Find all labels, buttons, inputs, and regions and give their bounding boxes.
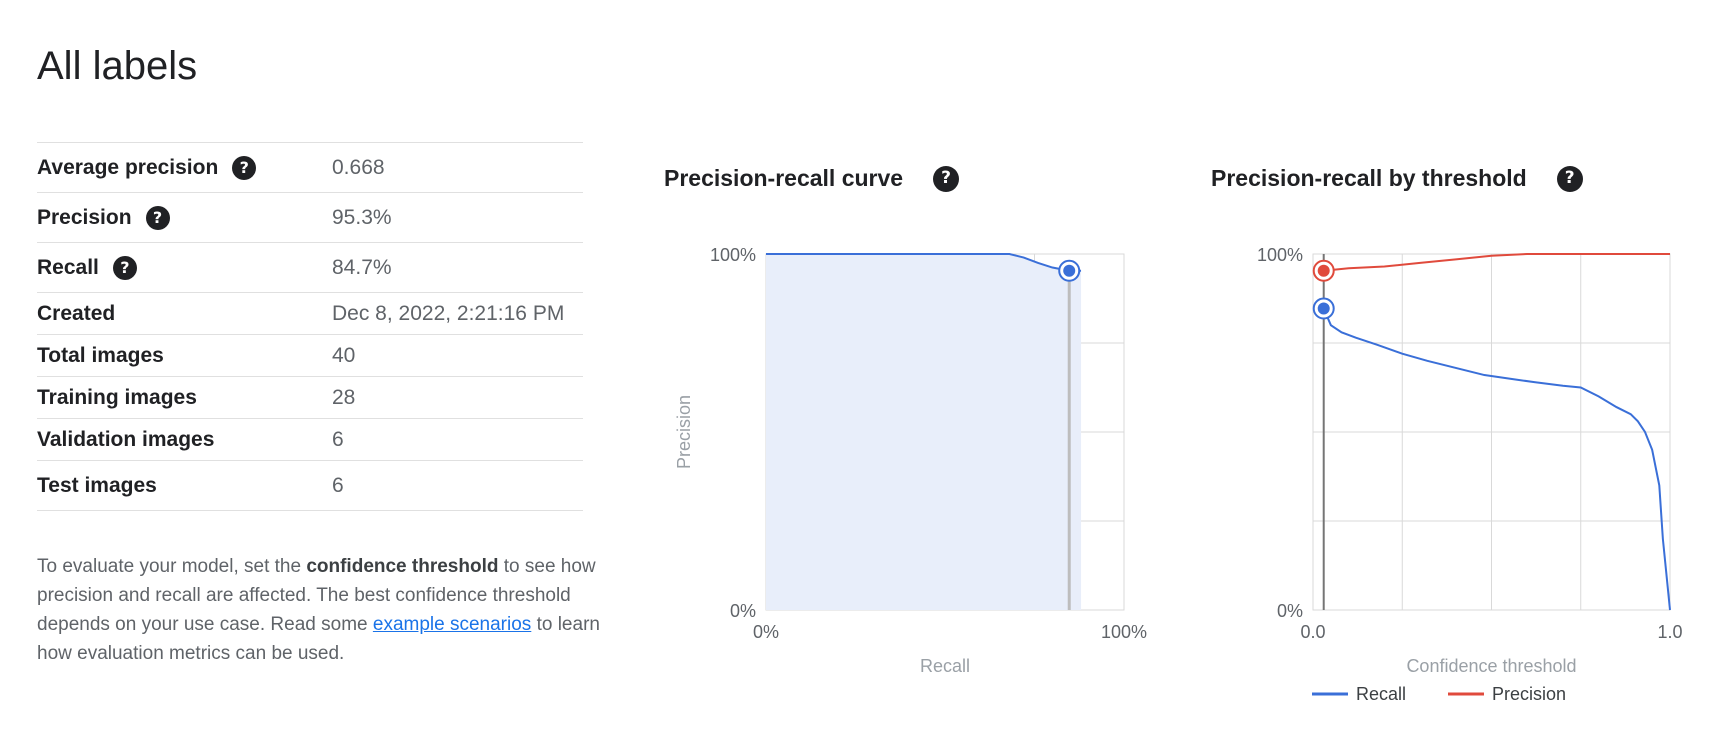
pr-curve-y-tick-label: 0% — [730, 601, 756, 621]
pr-curve-title: Precision-recall curve ? — [664, 165, 960, 192]
metric-label: Recall — [37, 255, 99, 279]
metric-row-created: Created Dec 8, 2022, 2:21:16 PM — [37, 293, 583, 335]
metric-row-recall: Recall ? 84.7% — [37, 243, 583, 293]
pr-curve-area — [766, 254, 1082, 610]
chart-title-text: Precision-recall by threshold — [1211, 165, 1527, 191]
question-circle-icon[interactable]: ? — [1556, 165, 1583, 192]
question-circle-icon[interactable]: ? — [112, 255, 137, 280]
note-bold-term: confidence threshold — [306, 556, 499, 577]
pr-curve-y-axis-label: Precision — [674, 395, 694, 469]
pr-threshold-x-tick-label: 0.0 — [1300, 622, 1325, 642]
example-scenarios-link[interactable]: example scenarios — [372, 614, 532, 635]
metric-value: 40 — [332, 343, 356, 367]
pr-curve-line — [766, 253, 1082, 272]
pr-curve-x-tick-label: 0% — [753, 622, 779, 642]
metric-row-training-images: Training images 28 — [37, 377, 583, 419]
pr-threshold-plot-frame — [1312, 253, 1671, 611]
pr-threshold-x-axis-label: Confidence threshold — [1406, 656, 1576, 676]
metric-value: 0.668 — [332, 155, 385, 179]
pr-threshold-recall-line — [1322, 308, 1671, 611]
question-circle-icon[interactable]: ? — [145, 205, 170, 230]
metric-row-validation-images: Validation images 6 — [37, 419, 583, 461]
legend-label-recall: Recall — [1356, 684, 1406, 704]
metric-label: Validation images — [37, 427, 215, 451]
metric-value: 6 — [332, 473, 344, 497]
metric-value: Dec 8, 2022, 2:21:16 PM — [332, 301, 565, 325]
pr-threshold-y-tick-label: 100% — [1257, 245, 1303, 265]
metric-label: Total images — [37, 343, 164, 367]
metric-value: 6 — [332, 427, 344, 451]
page-title: All labels — [37, 44, 198, 88]
pr-threshold-x-tick-label: 1.0 — [1657, 622, 1682, 642]
pr-curve-y-tick-label: 100% — [710, 245, 756, 265]
pr-threshold-title: Precision-recall by threshold ? — [1211, 165, 1583, 192]
pr-threshold-y-tick-label: 0% — [1277, 601, 1303, 621]
metric-value: 95.3% — [332, 205, 392, 229]
metric-row-precision: Precision ? 95.3% — [37, 193, 583, 243]
metric-row-average-precision: Average precision ? 0.668 — [37, 143, 583, 193]
pr-curve-x-axis-label: Recall — [920, 656, 970, 676]
chart-title-text: Precision-recall curve — [664, 165, 904, 191]
metric-label: Training images — [37, 385, 197, 409]
metric-row-total-images: Total images 40 — [37, 335, 583, 377]
metric-label: Created — [37, 301, 116, 325]
metric-row-test-images: Test images 6 — [37, 461, 583, 511]
pr-threshold-precision-point-marker — [1317, 264, 1330, 277]
pr-curve-x-tick-label: 100% — [1101, 622, 1147, 642]
metric-value: 84.7% — [332, 255, 392, 279]
question-circle-icon[interactable]: ? — [232, 155, 257, 180]
metrics-table: Average precision ? 0.668 Precision ? 95… — [37, 142, 583, 511]
metric-value: 28 — [332, 385, 356, 409]
legend-label-precision: Precision — [1492, 684, 1566, 704]
metric-label: Average precision — [37, 155, 219, 179]
metric-label: Precision — [37, 205, 132, 229]
pr-threshold-precision-line — [1323, 253, 1670, 272]
question-circle-icon[interactable]: ? — [933, 165, 960, 192]
evaluation-note: To evaluate your model, set the confiden… — [37, 556, 600, 664]
pr-curve-point-marker — [1063, 264, 1076, 277]
metric-label: Test images — [37, 473, 157, 497]
pr-threshold-recall-point-marker — [1317, 302, 1330, 315]
